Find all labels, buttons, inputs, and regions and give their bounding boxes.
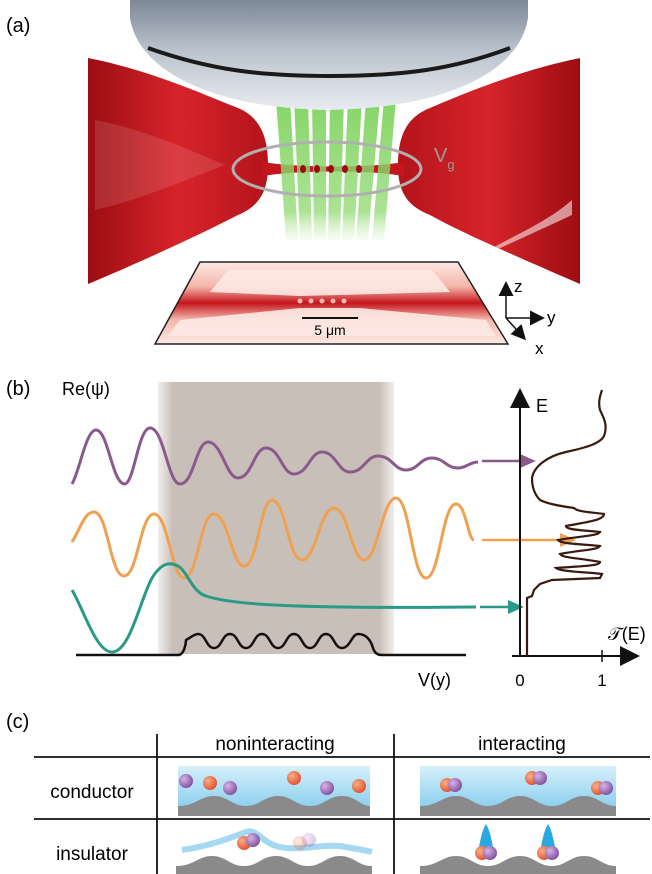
objective-lens-rim — [147, 46, 511, 79]
transmission-axis-label: 𝒯(E) — [608, 624, 646, 644]
scale-bar-label: 5 μm — [314, 322, 345, 338]
panel-c-label: (c) — [6, 711, 29, 733]
tick-0: 0 — [515, 671, 524, 690]
cell-insulator-interacting — [420, 824, 616, 874]
panel-b-label: (b) — [6, 378, 30, 400]
lattice-sites — [300, 165, 362, 173]
left-reservoir-highlight — [95, 120, 225, 210]
objective-lens — [130, 0, 528, 110]
lattice-beams — [276, 98, 396, 240]
wavefunction-orange — [70, 496, 475, 580]
tick-1: 1 — [597, 671, 606, 690]
panel-b: (b) Re(ψ) V(y) E 𝒯(E) 0 1 — [6, 378, 646, 690]
row-header-conductor: conductor — [50, 782, 134, 803]
cell-conductor-noninteracting — [178, 766, 370, 816]
wavefunction-purple — [70, 426, 479, 486]
energy-axis-label: E — [536, 396, 548, 416]
cell-conductor-interacting — [420, 766, 616, 816]
inset-light-top — [210, 270, 450, 296]
col-header-noninteracting: noninteracting — [215, 734, 334, 755]
transmission-curve — [525, 389, 607, 656]
right-reservoir-highlight — [470, 200, 572, 262]
panel-c: (c) noninteracting interacting conductor… — [6, 711, 650, 874]
coordinate-axes — [498, 281, 545, 341]
panel-a-label: (a) — [6, 15, 30, 37]
col-header-interacting: interacting — [478, 734, 566, 755]
row-header-insulator: insulator — [56, 844, 128, 865]
inset-sites — [297, 298, 347, 304]
re-psi-label: Re(ψ) — [62, 379, 110, 399]
potential-curve — [76, 632, 466, 657]
inset-light-bottom — [168, 308, 496, 336]
potential-label: V(y) — [418, 670, 451, 690]
cell-insulator-noninteracting — [176, 828, 373, 874]
axis-y-label: y — [547, 308, 556, 327]
energy-arrows — [480, 454, 576, 614]
axis-x-label: x — [535, 339, 544, 358]
gate-ring — [231, 140, 423, 198]
gate-label: Vg — [434, 145, 455, 172]
wavefunction-teal — [70, 562, 477, 654]
axis-z-label: z — [514, 277, 523, 296]
left-reservoir — [88, 58, 268, 284]
scattering-region — [158, 382, 394, 654]
panel-a: (a) Vg — [6, 0, 580, 358]
